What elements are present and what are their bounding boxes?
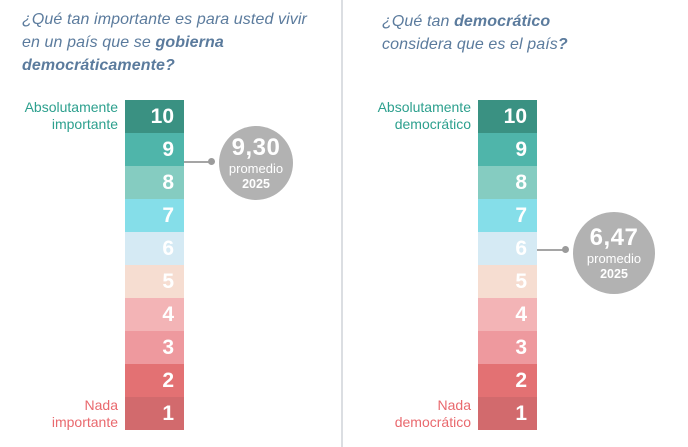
average-year: 2025 [242, 176, 270, 191]
scale-block-2: 2 [478, 364, 537, 397]
scale-block-label: 6 [515, 236, 527, 260]
panel-democracy: ¿Qué tan democrático considera que es el… [343, 0, 688, 447]
connector-dot [562, 246, 569, 253]
scale-block-5: 5 [125, 265, 184, 298]
scale-block-label: 7 [515, 203, 527, 227]
scale-block-9: 9 [125, 133, 184, 166]
average-year: 2025 [600, 266, 628, 281]
scale-block-label: 1 [162, 401, 174, 425]
scale-block-10: 10 [478, 100, 537, 133]
scale-max-label: Absolutamente democrático [377, 99, 471, 132]
scale-block-label: 1 [515, 401, 527, 425]
scale-block-label: 3 [515, 335, 527, 359]
scale-block-label: 9 [162, 137, 174, 161]
scale-block-4: 4 [125, 298, 184, 331]
connector-dot [208, 158, 215, 165]
scale-block-10: 10 [125, 100, 184, 133]
scale-block-1: 1 [125, 397, 184, 430]
average-caption: promedio [228, 160, 284, 176]
panel-importance: ¿Qué tan importante es para usted vivir … [0, 0, 341, 447]
scale-block-6: 6 [125, 232, 184, 265]
scale-block-label: 4 [515, 302, 527, 326]
scale-block-label: 2 [162, 368, 174, 392]
scale-block-label: 2 [515, 368, 527, 392]
panel-divider [341, 0, 343, 447]
average-value: 9,30 [231, 133, 281, 161]
scale-block-label: 5 [515, 269, 527, 293]
question-title: ¿Qué tan importante es para usted vivir … [22, 8, 320, 77]
scale-block-label: 3 [162, 335, 174, 359]
average-badge: 6,47 promedio 2025 [573, 212, 655, 294]
title-text: considera que es el país [382, 36, 558, 53]
scale-min-label: Nada importante [51, 397, 118, 430]
average-value: 6,47 [589, 223, 639, 251]
title-text-bold: ? [557, 36, 568, 53]
scale-block-label: 4 [162, 302, 174, 326]
scale-block-3: 3 [478, 331, 537, 364]
scale-block-9: 9 [478, 133, 537, 166]
connector-line [537, 249, 563, 251]
title-text-bold: gobierna democráticamente? [22, 34, 224, 74]
scale-block-label: 7 [162, 203, 174, 227]
scale-block-7: 7 [125, 199, 184, 232]
scale-block-label: 9 [515, 137, 527, 161]
scale-max-label: Absolutamente importante [24, 99, 118, 132]
scale-block-6: 6 [478, 232, 537, 265]
scale-block-label: 6 [162, 236, 174, 260]
average-caption: promedio [586, 250, 642, 266]
connector-line [184, 161, 210, 163]
scale-column: 10 9 8 7 6 5 4 3 2 1 [478, 100, 537, 430]
scale-block-4: 4 [478, 298, 537, 331]
question-title: ¿Qué tan democrático considera que es el… [382, 10, 602, 56]
scale-column: 10 9 8 7 6 5 4 3 2 1 [125, 100, 184, 430]
scale-min-label: Nada democrático [394, 397, 471, 430]
scale-block-label: 8 [162, 170, 174, 194]
title-text: ¿Qué tan [382, 13, 455, 30]
scale-block-5: 5 [478, 265, 537, 298]
scale-block-7: 7 [478, 199, 537, 232]
scale-block-3: 3 [125, 331, 184, 364]
scale-block-label: 10 [150, 104, 174, 128]
scale-block-label: 10 [503, 104, 527, 128]
average-badge: 9,30 promedio 2025 [219, 126, 293, 200]
scale-block-8: 8 [478, 166, 537, 199]
title-text-bold: democrático [454, 13, 551, 30]
title-text: ¿Qué tan importante es para usted vivir … [22, 11, 307, 51]
scale-block-1: 1 [478, 397, 537, 430]
scale-block-label: 8 [515, 170, 527, 194]
scale-block-8: 8 [125, 166, 184, 199]
scale-block-2: 2 [125, 364, 184, 397]
scale-block-label: 5 [162, 269, 174, 293]
